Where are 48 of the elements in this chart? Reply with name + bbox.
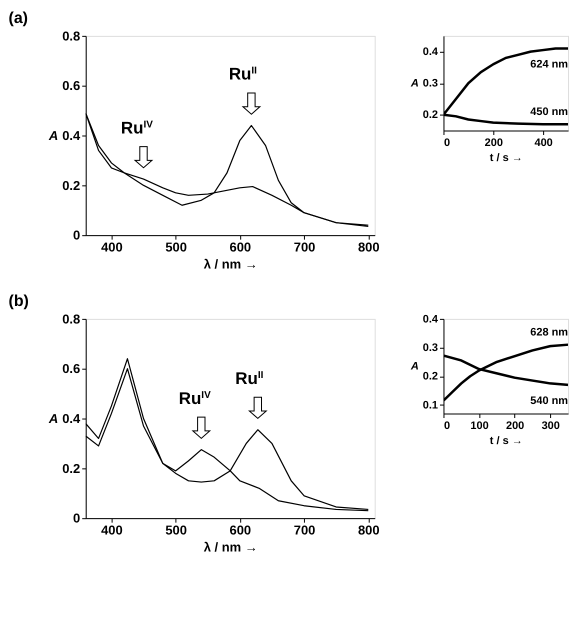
x-axis-title: t / s → <box>490 434 523 447</box>
y-tick-label: 0.1 <box>422 399 438 412</box>
x-tick-label: 0 <box>444 420 450 432</box>
y-tick-label: 0 <box>73 510 80 526</box>
x-tick-label: 0 <box>444 136 450 149</box>
x-tick-label: 100 <box>470 420 489 432</box>
y-tick-label: 0.8 <box>62 311 80 326</box>
x-axis-title: λ / nm → <box>204 540 258 555</box>
y-tick-label: 0.2 <box>422 109 438 122</box>
x-tick-label: 700 <box>294 522 316 538</box>
series-label: 624 nm <box>530 58 568 70</box>
x-tick-label: 800 <box>358 240 380 255</box>
x-tick-label: 600 <box>230 522 252 538</box>
x-tick-label: 400 <box>101 522 123 538</box>
series-label: 540 nm <box>530 394 568 407</box>
x-tick-label: 500 <box>165 240 187 255</box>
x-tick-label: 700 <box>294 240 316 255</box>
y-tick-label: 0.4 <box>62 411 82 426</box>
y-axis-title: A <box>48 411 58 426</box>
y-axis-title: A <box>410 360 419 373</box>
y-tick-label: 0.4 <box>422 46 439 58</box>
y-tick-label: 0.3 <box>422 78 438 90</box>
x-tick-label: 800 <box>358 522 380 538</box>
y-tick-label: 0.2 <box>62 460 80 476</box>
y-tick-label: 0.6 <box>62 78 80 94</box>
x-tick-label: 200 <box>506 420 524 432</box>
x-tick-label: 500 <box>165 522 187 538</box>
chart-title: (b) <box>8 292 29 310</box>
y-tick-label: 0.6 <box>62 361 80 376</box>
x-axis-title: λ / nm → <box>204 256 258 272</box>
y-tick-label: 0.4 <box>422 313 439 326</box>
y-tick-label: 0.2 <box>422 370 438 383</box>
series-label: 450 nm <box>530 106 568 118</box>
y-tick-label: 0.8 <box>62 28 80 44</box>
y-axis-title: A <box>48 128 58 143</box>
y-tick-label: 0.2 <box>62 178 80 193</box>
x-tick-label: 400 <box>534 136 553 149</box>
y-tick-label: 0 <box>73 228 80 243</box>
y-tick-label: 0.4 <box>62 128 82 143</box>
x-tick-label: 600 <box>230 240 252 255</box>
x-tick-label: 200 <box>484 136 503 149</box>
y-axis-title: A <box>410 78 419 90</box>
x-tick-label: 300 <box>542 420 560 432</box>
x-tick-label: 400 <box>101 240 123 255</box>
y-tick-label: 0.3 <box>422 342 438 354</box>
x-axis-title: t / s → <box>490 152 523 164</box>
chart-title: (a) <box>8 10 28 27</box>
series-label: 628 nm <box>530 326 568 339</box>
